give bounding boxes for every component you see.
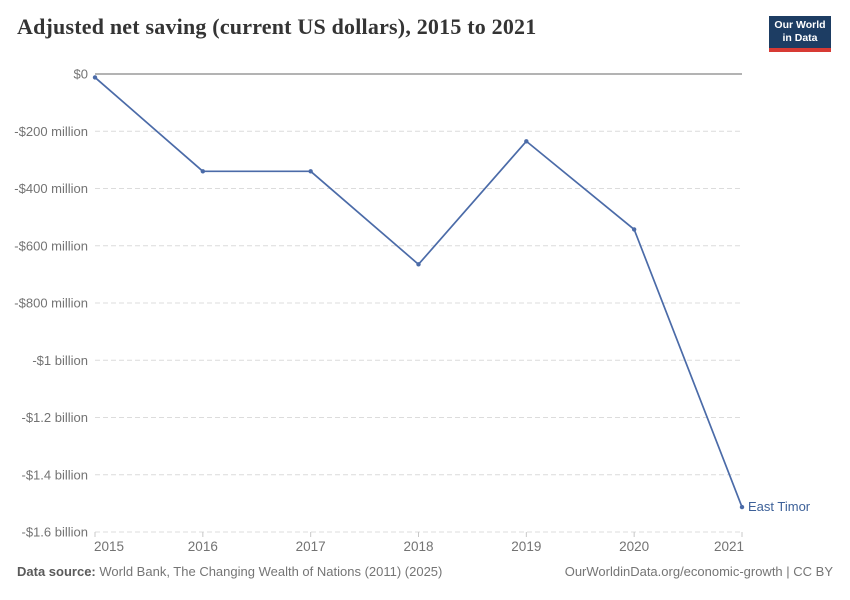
owid-logo-line1: Our World — [774, 19, 826, 31]
x-axis-tick-label: 2016 — [188, 539, 218, 554]
x-axis-tick-label: 2020 — [619, 539, 649, 554]
y-axis-tick-label: -$800 million — [14, 296, 88, 311]
data-point[interactable] — [739, 504, 745, 510]
owid-logo-line2: in Data — [782, 32, 818, 44]
entity-label[interactable]: East Timor — [748, 499, 811, 514]
x-axis-tick-label: 2019 — [511, 539, 541, 554]
y-axis-tick-label: -$200 million — [14, 124, 88, 139]
data-line[interactable] — [94, 76, 743, 508]
y-axis-tick-label: -$1.2 billion — [22, 410, 89, 425]
y-axis-tick-label: $0 — [74, 67, 88, 82]
chart-footer: Data source: World Bank, The Changing We… — [17, 564, 833, 579]
x-axis-tick-label: 2018 — [403, 539, 433, 554]
page-title: Adjusted net saving (current US dollars)… — [17, 14, 537, 39]
y-axis-tick-label: -$1.6 billion — [22, 525, 89, 540]
data-point[interactable] — [308, 169, 313, 174]
data-point[interactable] — [524, 139, 529, 144]
owid-logo-icon: Our World in Data — [769, 16, 831, 52]
owid-citation-link[interactable]: OurWorldinData.org/economic-growth | CC … — [564, 564, 833, 579]
y-axis-tick-label: -$600 million — [14, 238, 88, 253]
y-axis-tick-label: -$1 billion — [32, 353, 88, 368]
data-source-label: Data source: — [17, 564, 96, 579]
y-axis-tick-label: -$400 million — [14, 181, 88, 196]
data-source-note: Data source: World Bank, The Changing We… — [17, 564, 442, 579]
data-point[interactable] — [631, 227, 637, 232]
x-axis-tick-label: 2017 — [296, 539, 326, 554]
x-axis-tick-label: 2021 — [714, 539, 744, 554]
data-point[interactable] — [200, 169, 206, 174]
y-axis-tick-label: -$1.4 billion — [22, 467, 89, 482]
data-source-text: World Bank, The Changing Wealth of Natio… — [95, 564, 443, 579]
data-point[interactable] — [416, 262, 421, 267]
data-point[interactable] — [92, 75, 98, 80]
x-axis-tick-label: 2015 — [94, 539, 124, 554]
